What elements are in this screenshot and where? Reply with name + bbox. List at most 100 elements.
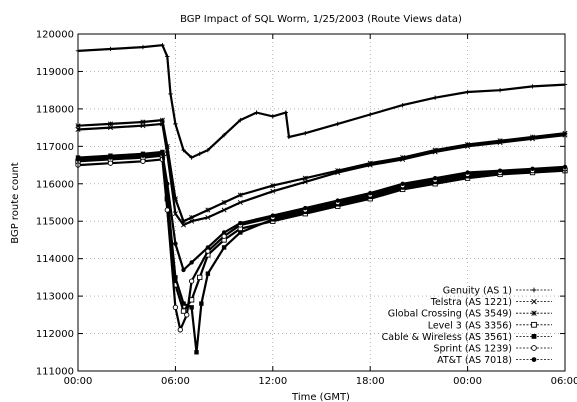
data-point <box>221 245 227 250</box>
data-point <box>172 211 178 217</box>
legend-label: Sprint (AS 1239) <box>433 344 512 355</box>
legend-entry: Telstra (AS 1221) <box>430 297 552 308</box>
data-point <box>159 117 165 123</box>
data-point <box>237 199 243 206</box>
x-tick-label: 00:00 <box>453 376 482 387</box>
legend: Genuity (AS 1)Telstra (AS 1221)Global Cr… <box>382 286 552 366</box>
y-tick-label: 112000 <box>36 329 74 340</box>
data-point <box>164 143 170 149</box>
y-tick-label: 116000 <box>36 179 74 190</box>
data-point <box>270 213 275 218</box>
legend-entry: Global Crossing (AS 3549) <box>388 309 552 320</box>
series-line <box>77 44 566 159</box>
legend-label: Cable & Wireless (AS 3561) <box>382 332 512 343</box>
data-point <box>164 207 170 213</box>
data-point <box>368 190 373 196</box>
data-point <box>180 308 187 314</box>
series-6 <box>75 151 568 273</box>
series-0 <box>75 43 568 160</box>
data-point <box>107 125 113 131</box>
data-point <box>184 312 190 318</box>
data-point <box>188 278 195 284</box>
y-tick-label: 111000 <box>36 367 74 378</box>
data-point <box>181 301 186 306</box>
data-point <box>531 357 537 362</box>
data-point <box>189 305 194 310</box>
legend-entry: Genuity (AS 1) <box>443 286 552 297</box>
data-point <box>497 87 503 93</box>
y-tick-label: 114000 <box>36 254 74 265</box>
data-point <box>335 198 340 203</box>
data-point <box>302 179 308 185</box>
legend-label: Global Crossing (AS 3549) <box>388 309 512 320</box>
data-point <box>181 267 186 273</box>
data-point <box>367 160 373 166</box>
data-point <box>237 192 243 198</box>
data-point <box>465 141 471 147</box>
data-point <box>172 304 179 310</box>
data-point <box>165 54 170 59</box>
data-point <box>497 168 503 173</box>
y-tick-label: 119000 <box>36 67 74 78</box>
data-point <box>254 110 259 115</box>
data-point <box>205 207 211 213</box>
data-point <box>197 151 202 157</box>
data-point <box>160 43 165 48</box>
data-point <box>199 301 204 306</box>
data-point <box>400 155 406 161</box>
data-point <box>173 121 178 127</box>
series-line <box>77 152 566 272</box>
data-point <box>108 46 113 52</box>
x-tick-label: 18:00 <box>356 376 385 387</box>
data-point <box>465 89 470 95</box>
y-tick-label: 120000 <box>36 30 74 41</box>
x-tick-label: 06:00 <box>161 376 190 387</box>
data-point <box>432 95 438 100</box>
series-2 <box>75 117 568 224</box>
data-point <box>189 218 195 224</box>
data-point <box>465 170 470 175</box>
data-point <box>140 44 146 50</box>
legend-label: Genuity (AS 1) <box>443 286 512 297</box>
x-tick-label: 06:00 <box>551 376 577 387</box>
data-point <box>140 158 146 164</box>
y-tick-label: 118000 <box>36 104 74 115</box>
data-point <box>531 345 537 351</box>
chart-title: BGP Impact of SQL Worm, 1/25/2003 (Route… <box>180 14 462 25</box>
data-point <box>189 260 194 265</box>
x-axis-label: Time (GMT) <box>291 392 350 402</box>
data-point <box>400 181 405 186</box>
data-point <box>335 121 340 127</box>
data-point <box>221 207 227 213</box>
legend-entry: AT&T (AS 7018) <box>437 355 552 366</box>
data-point <box>270 183 276 189</box>
data-point <box>189 155 194 160</box>
x-tick-label: 00:00 <box>64 376 93 387</box>
data-point <box>165 192 170 198</box>
data-point <box>238 230 243 235</box>
data-point <box>108 155 113 160</box>
data-point <box>205 147 211 153</box>
data-point <box>302 175 308 181</box>
data-point <box>180 222 187 228</box>
y-tick-label: 115000 <box>36 217 74 228</box>
legend-label: Level 3 (AS 3356) <box>428 320 512 331</box>
y-tick-label: 117000 <box>36 142 74 153</box>
data-point <box>107 160 114 166</box>
data-point <box>531 310 537 316</box>
legend-label: AT&T (AS 7018) <box>437 355 512 366</box>
data-point <box>189 214 195 220</box>
data-point <box>531 321 537 328</box>
data-point <box>221 199 227 206</box>
legend-entry: Level 3 (AS 3356) <box>428 320 552 331</box>
data-point <box>221 230 227 235</box>
data-point <box>531 298 537 305</box>
data-point <box>165 181 170 186</box>
plot-series <box>75 43 568 355</box>
data-point <box>303 205 308 211</box>
y-axis-label: BGP route count <box>10 162 21 244</box>
data-point <box>205 214 211 220</box>
data-point <box>497 138 503 144</box>
